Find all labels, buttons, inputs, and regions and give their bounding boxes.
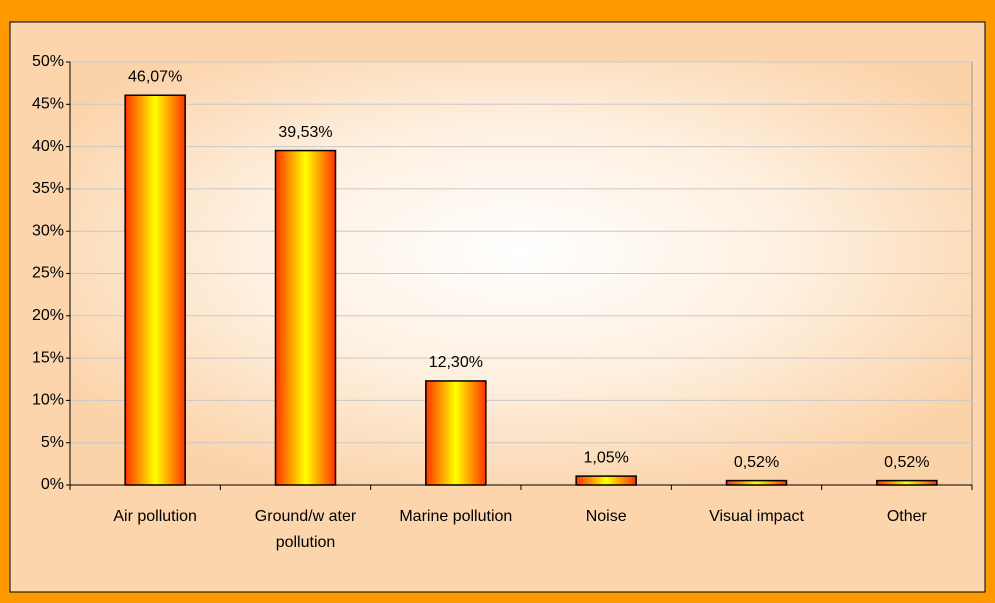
y-tick-label: 40%: [32, 138, 64, 155]
y-tick-label: 20%: [32, 307, 64, 324]
y-tick-label: 45%: [32, 96, 64, 113]
data-label: 12,30%: [429, 354, 483, 371]
x-tick-label: Visual impact: [709, 508, 804, 525]
data-label: 1,05%: [583, 449, 628, 466]
x-tick-label: Air pollution: [113, 508, 197, 525]
data-label: 46,07%: [128, 68, 182, 85]
y-tick-label: 50%: [32, 53, 64, 70]
y-tick-label: 10%: [32, 392, 64, 409]
bar: [575, 475, 637, 486]
y-tick-label: 0%: [41, 476, 64, 493]
bar: [274, 149, 337, 486]
bar: [876, 479, 938, 486]
y-tick-label: 35%: [32, 180, 64, 197]
y-tick-label: 5%: [41, 434, 64, 451]
y-tick-label: 15%: [32, 349, 64, 366]
data-label: 39,53%: [278, 124, 332, 141]
x-tick-label: Noise: [585, 508, 627, 525]
y-tick-label: 25%: [32, 265, 64, 282]
x-tick-label: Ground/w ater pollution: [254, 508, 357, 551]
x-tick-label: Marine pollution: [399, 508, 513, 525]
data-label: 0,52%: [734, 454, 779, 471]
bar: [124, 94, 186, 486]
x-tick-label: Other: [886, 508, 927, 525]
data-label: 0,52%: [884, 454, 929, 471]
bar: [725, 479, 788, 486]
y-tick-label: 30%: [32, 222, 64, 239]
bar: [425, 380, 487, 486]
